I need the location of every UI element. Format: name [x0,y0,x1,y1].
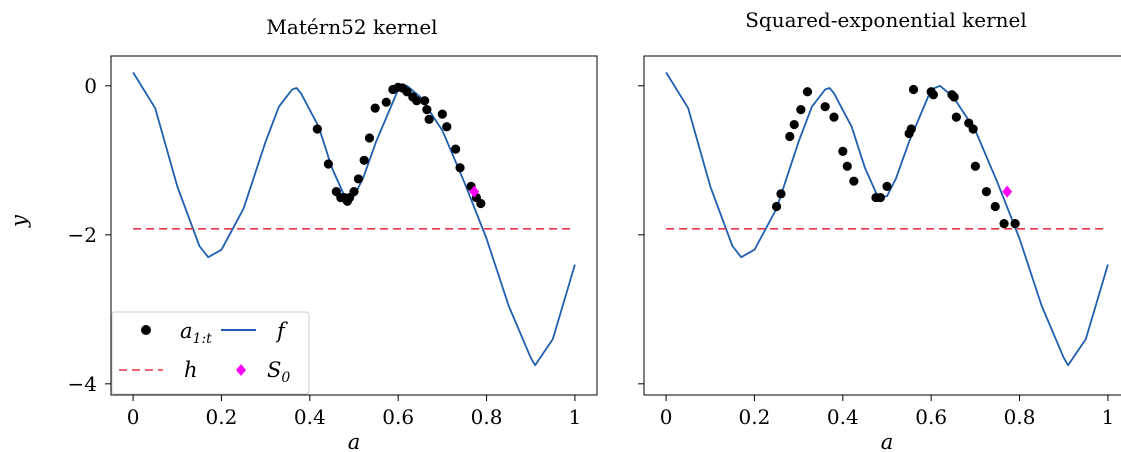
left-x-tick-label: 0.2 [206,405,238,429]
left-sample-point [323,159,333,169]
legend-box [111,311,310,395]
right-sample-point [951,112,961,122]
legend-h-label: h [184,358,198,382]
right-sample-point [796,105,806,115]
left-sample-point [424,114,434,124]
legend-samples-main: a [180,319,193,343]
right-plot-area: 0 0.2 0.4 0.6 0.8 1 [638,71,1115,429]
right-x-tick-label: 0.6 [915,405,947,429]
right-sample-point [820,102,830,112]
left-sample-point [370,103,380,113]
right-panel: Squared-exponential kernel 0 0.2 0.4 0.6 0.8… [638,8,1121,452]
left-panel: Matérn52 kernel 0 0.2 0.4 0.6 0.8 10−2−4 a y … [7,15,598,452]
right-chart-title: Squared-exponential kernel [745,8,1027,32]
right-sample-point [838,146,848,156]
legend-samples-subscript: 1:t [193,331,213,347]
left-x-tick-label: 0.6 [382,405,414,429]
right-sample-point [908,84,919,95]
left-sample-point [451,144,461,154]
right-sample-point [771,201,782,212]
legend-s0-marker [236,364,246,376]
right-sample-point [875,192,885,203]
left-sample-point [422,105,432,115]
left-sample-point [353,174,364,184]
legend-s0-subscript: 0 [281,370,290,386]
right-sample-point [785,131,795,142]
left-y-tick-label: 0 [84,74,97,98]
left-sample-point [381,97,391,107]
left-x-tick-label: 0.8 [471,405,503,429]
left-s0-point [469,185,480,198]
left-y-tick-label: −2 [68,223,97,247]
left-sample-point [455,163,465,173]
right-x-tick-label: 0.8 [1004,405,1036,429]
right-axes-frame [643,55,1121,396]
legend-s0-label: S0 [267,358,290,386]
left-sample-point [476,198,486,209]
right-sample-point [829,112,839,122]
left-axes-frame [110,55,598,396]
y-axis-label: y [7,214,31,228]
right-sample-point [882,181,892,191]
right-sample-point [928,90,938,100]
right-sample-point [949,92,959,102]
left-sample-point [437,109,447,119]
right-x-axis-label: a [881,430,894,452]
left-y-tick-label: −4 [68,372,97,396]
right-sample-point [990,201,1000,212]
right-x-tick-label: 0.2 [739,405,771,429]
right-sample-point [906,124,916,134]
left-sample-point [420,96,430,106]
right-x-tick-label: 0 [660,405,673,429]
right-sample-point [981,187,992,197]
left-x-axis-label: a [348,430,361,452]
legend-f-label: f [275,319,288,343]
right-sample-point [1010,219,1020,229]
right-sample-point [802,87,813,97]
left-sample-point [442,122,452,132]
right-x-tick-label: 1 [1102,405,1115,429]
left-sample-point [359,155,369,165]
right-s0-point [1002,185,1013,198]
right-sample-point [842,161,852,171]
right-sample-point [999,219,1009,229]
right-sample-point [970,161,980,171]
legend-samples-label: a1:t [180,319,212,347]
left-x-tick-label: 1 [569,405,582,429]
left-sample-point [349,187,359,197]
legend-samples-marker [141,325,151,335]
left-x-tick-label: 0 [127,405,140,429]
left-plot-area: 0 0.2 0.4 0.6 0.8 1 0 −2 −4 [68,71,582,429]
right-sample-point [789,119,799,130]
right-x-tick-label: 0.4 [827,405,859,429]
right-f-curve [665,71,1109,367]
legend-s0-main: S [267,358,281,382]
left-sample-point [412,96,422,106]
right-sample-point [849,176,859,186]
right-sample-point [968,124,978,134]
left-x-tick-label: 0.4 [294,405,326,429]
left-sample-point [312,124,322,134]
left-sample-point [364,133,375,143]
right-sample-point [776,189,786,199]
left-chart-title: Matérn52 kernel [266,15,437,39]
legend: a1:t f h S0 [111,311,310,395]
